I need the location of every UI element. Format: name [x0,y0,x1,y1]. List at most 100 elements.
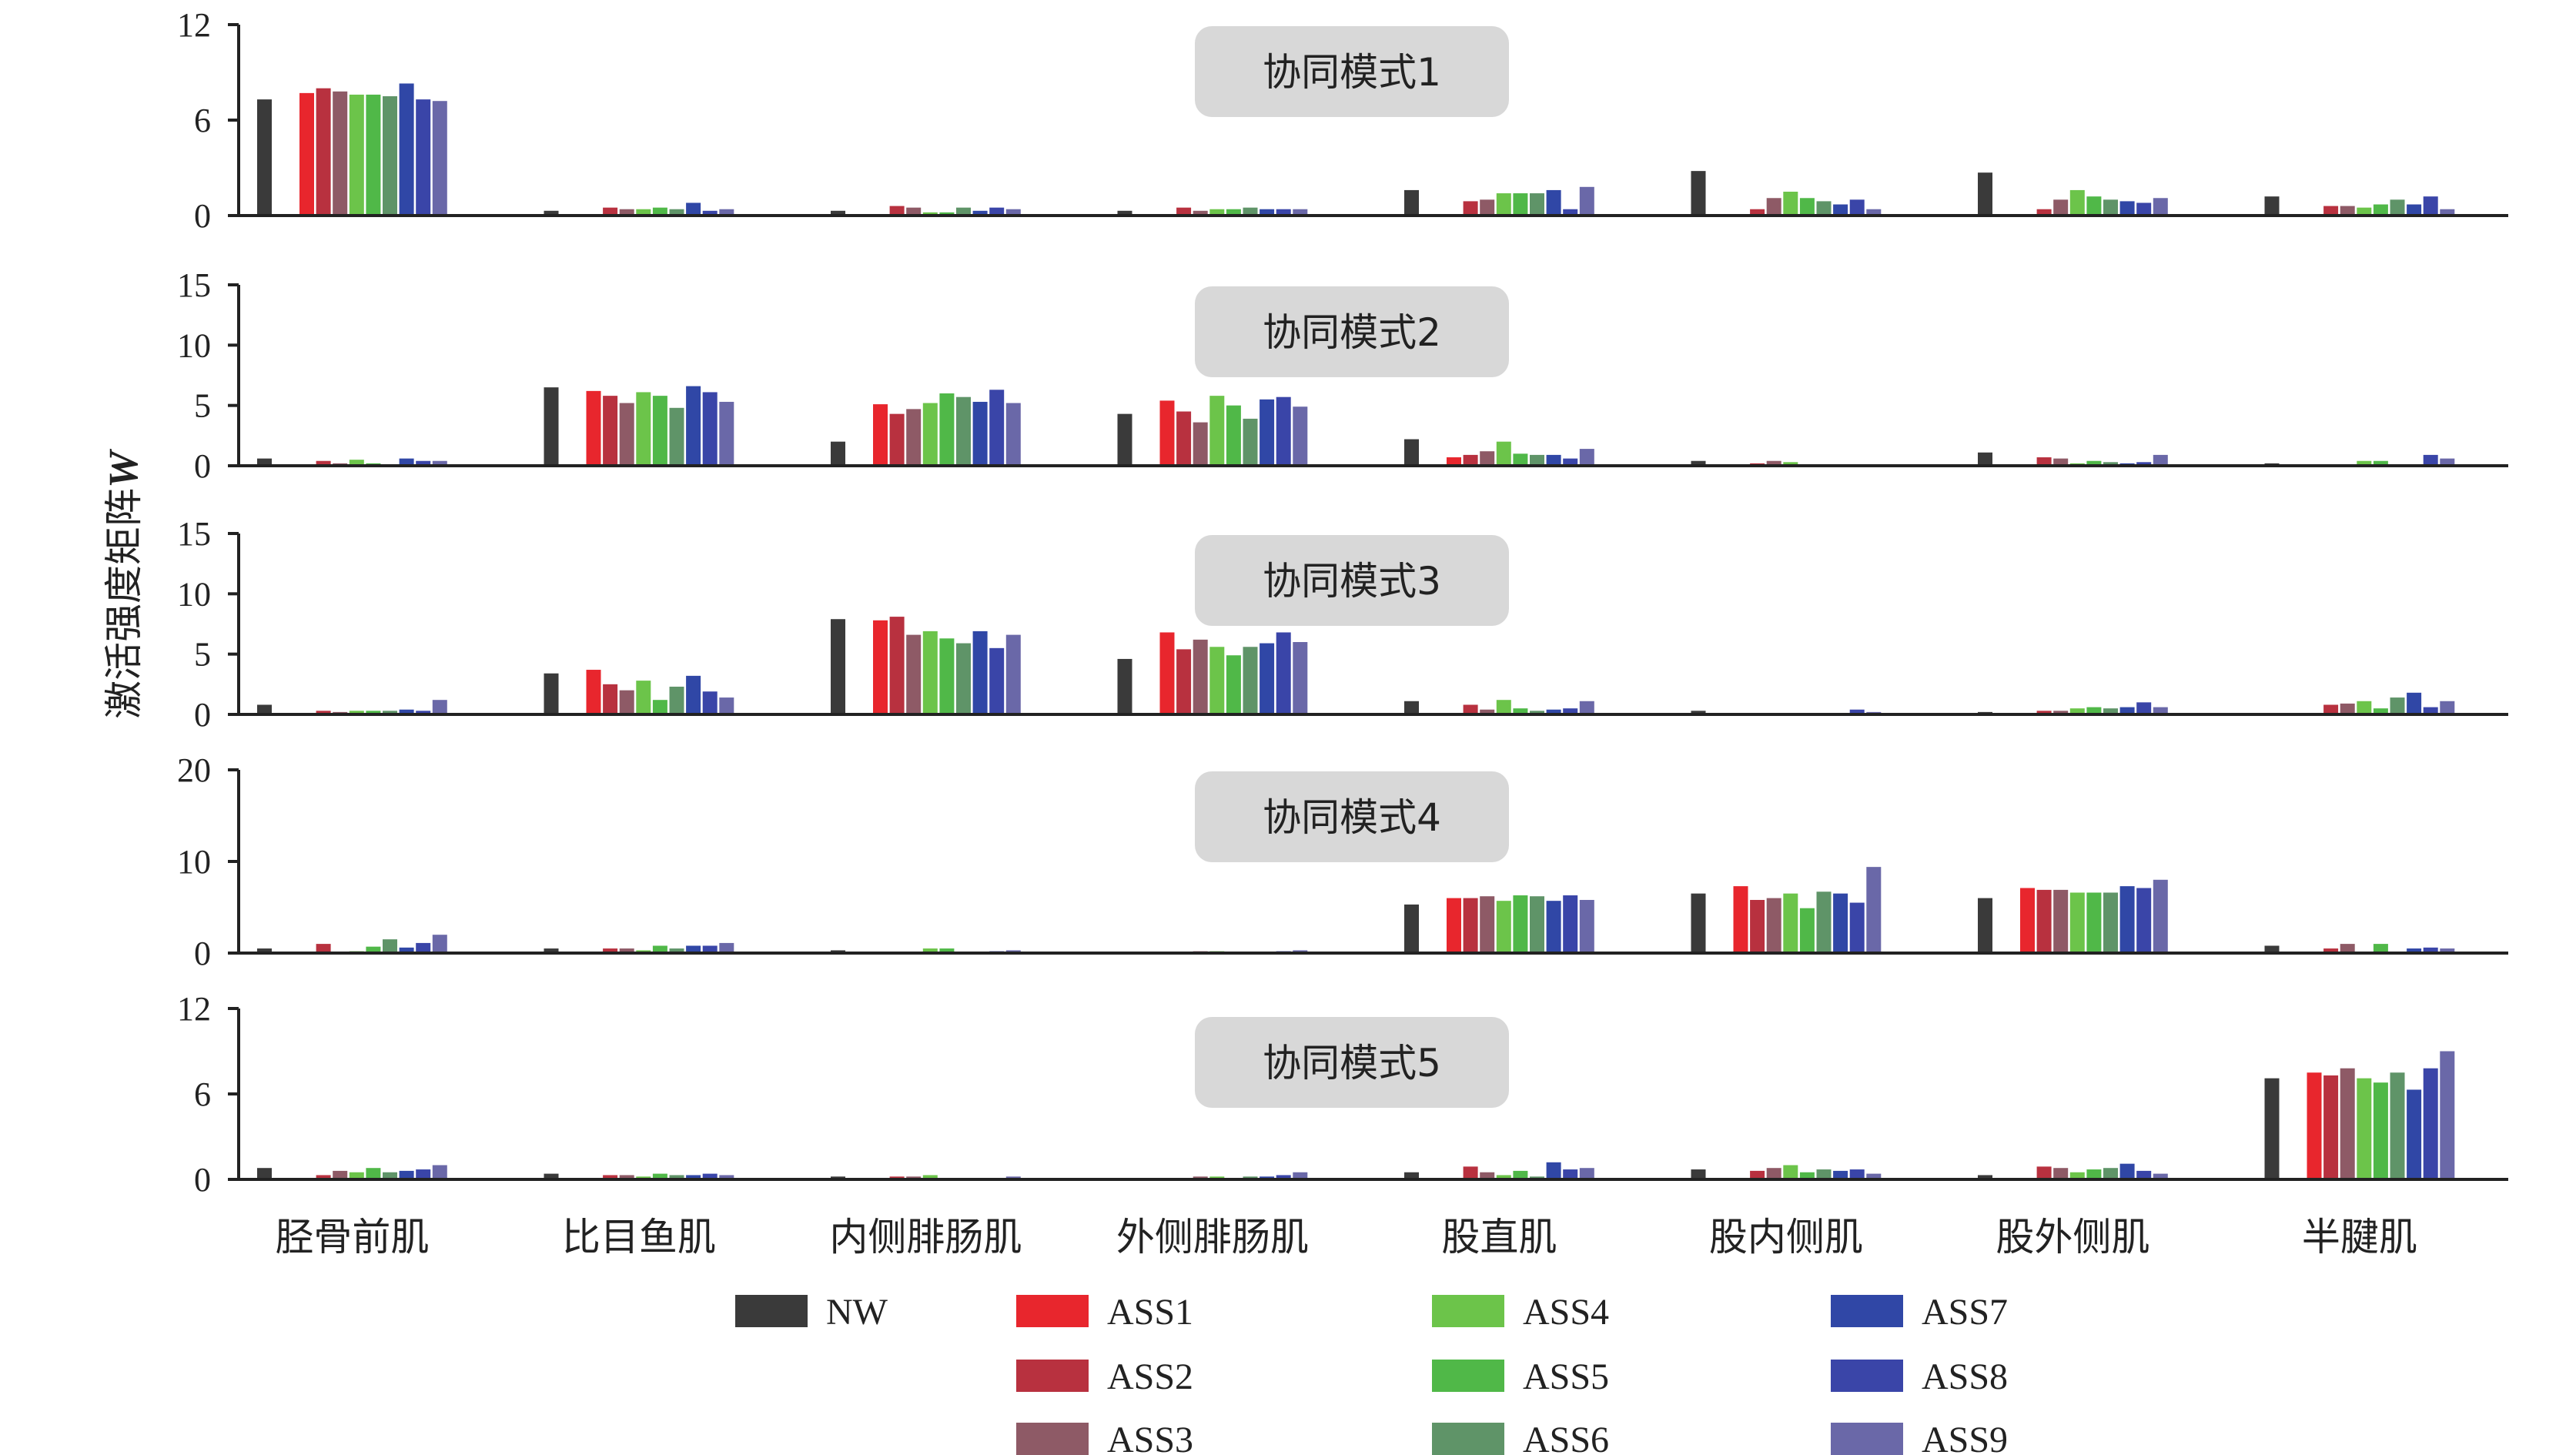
bar-nw [831,441,845,466]
bar-ass8 [2423,707,2438,714]
bar-ass4 [349,94,364,216]
legend-label: ASS1 [1107,1292,1193,1333]
bar-ass6 [2390,199,2405,216]
bar-ass8 [416,1169,431,1179]
panel-2: 0 5 10 15 协同模式2 [177,266,2508,485]
bar-nw [1978,898,1992,953]
bar-ass2 [1463,201,1478,216]
bar-ass8 [702,392,718,466]
legend-swatch [1432,1295,1504,1327]
bar-ass4 [1783,462,1798,466]
y-tick-label: 6 [194,1075,211,1113]
bar-ass1 [1447,898,1461,953]
bar-ass4 [1496,441,1511,466]
bar-ass8 [416,942,431,953]
bar-ass6 [956,396,971,466]
bar-ass6 [1530,711,1544,714]
bar-ass7 [686,945,701,953]
y-tick-label: 5 [194,387,211,425]
bar-ass4 [2357,701,2372,714]
bar-ass7 [1546,189,1561,216]
bar-ass5 [939,638,955,714]
bar-ass4 [1496,1175,1511,1179]
bar-ass5 [652,1173,667,1179]
bar-ass5 [1513,193,1528,216]
bar-ass2 [1750,1170,1765,1179]
legend-label: ASS2 [1107,1356,1193,1397]
bar-ass4 [349,460,364,466]
bar-ass7 [1833,1170,1848,1179]
bar-nw [1404,904,1419,953]
panel-title: 协同模式3 [1263,559,1441,604]
panel-title-badge [1195,1017,1509,1108]
legend-swatch [735,1295,808,1327]
bar-ass4 [2069,892,2085,953]
bar-ass7 [2119,201,2135,216]
bar-ass7 [399,709,414,714]
bar-ass7 [1260,399,1275,466]
bar-ass7 [2119,707,2135,714]
legend-label: ASS5 [1523,1356,1609,1397]
bar-ass7 [2407,204,2422,216]
bar-ass4 [922,212,938,216]
bar-ass3 [906,207,922,216]
bar-ass3 [333,1170,348,1179]
bar-ass4 [1783,893,1798,953]
bar-ass2 [316,1175,331,1179]
legend-label: ASS9 [1922,1420,2008,1455]
bar-nw [1404,1172,1419,1179]
y-tick-label: 6 [194,102,211,139]
bar-ass5 [366,946,381,953]
bar-ass2 [889,617,905,714]
bar-ass3 [333,91,348,216]
bar-ass9 [719,1175,734,1179]
bar-ass7 [1546,709,1561,714]
bar-ass5 [652,945,667,953]
bar-ass8 [1563,708,1578,714]
bar-ass7 [972,630,988,714]
bar-ass3 [2053,1168,2069,1179]
bar-ass5 [1799,1172,1815,1179]
bar-ass4 [1496,193,1511,216]
bar-ass2 [1463,704,1478,714]
bar-ass4 [636,209,651,216]
bar-ass8 [1563,209,1578,216]
bar-ass5 [2086,707,2102,714]
y-tick-label: 15 [177,515,211,553]
panel-title: 协同模式5 [1263,1041,1441,1085]
bar-ass5 [2086,1169,2102,1179]
bar-ass9 [1005,403,1021,466]
bar-ass5 [652,700,667,714]
bar-ass8 [2423,1068,2438,1179]
y-tick-label: 15 [177,266,211,304]
bar-ass2 [1463,454,1478,466]
bar-ass5 [2373,708,2388,714]
bar-ass8 [989,647,1005,714]
bar-ass6 [383,1172,397,1179]
bar-nw [1691,893,1706,953]
bar-ass7 [1833,893,1848,953]
bar-ass2 [1750,209,1765,216]
bar-ass7 [2407,948,2422,953]
bar-ass2 [2323,704,2339,714]
bar-ass8 [416,99,431,216]
bar-ass3 [2053,458,2069,466]
bar-nw [1691,711,1706,714]
bar-ass4 [922,1175,938,1179]
bar-ass2 [2036,889,2052,953]
legend-swatch [1831,1295,1903,1327]
bar-ass5 [652,396,667,466]
bar-ass3 [1766,198,1781,216]
legend-label: ASS8 [1922,1356,2008,1397]
y-tick-label: 0 [194,197,211,235]
bar-ass6 [1243,647,1258,714]
bar-ass8 [2136,888,2152,953]
bar-ass7 [686,202,701,216]
bar-ass8 [1849,902,1865,953]
bar-ass9 [719,209,734,216]
bar-ass5 [1226,209,1241,216]
bar-ass9 [1005,209,1021,216]
bar-ass6 [383,939,397,953]
y-tick-label: 12 [177,6,211,44]
legend-swatch [1831,1360,1903,1392]
